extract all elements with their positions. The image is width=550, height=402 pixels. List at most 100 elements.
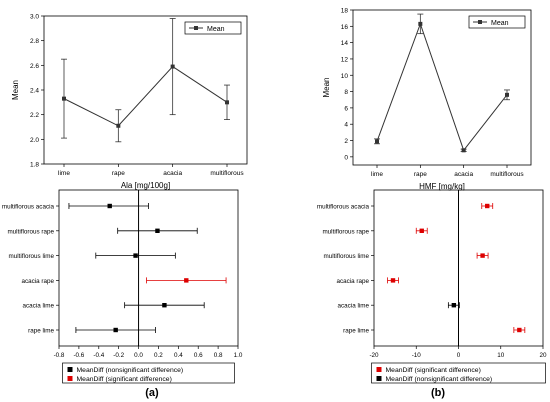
series-line xyxy=(63,65,228,127)
x-tick-label: -0.8 xyxy=(54,352,65,359)
y-tick-label: multiflorous rape xyxy=(7,228,54,235)
x-tick-label: multiflorous xyxy=(210,170,244,177)
data-point xyxy=(170,64,175,69)
x-tick-label: multiflorous xyxy=(490,171,524,178)
y-tick-label: 4 xyxy=(344,122,348,129)
y-tick-label: 8 xyxy=(344,89,348,96)
x-tick-label: -0.2 xyxy=(113,352,124,359)
y-tick-label: 2.2 xyxy=(30,112,39,119)
mean-diff-point xyxy=(107,203,112,209)
plot-frame xyxy=(58,189,239,347)
legend-label: MeanDiff (nonsignificant difference) xyxy=(77,367,184,374)
y-tick-label: 2.4 xyxy=(30,88,39,95)
x-tick-label: 20 xyxy=(539,352,547,359)
x-tick-label: 0.6 xyxy=(194,352,203,359)
x-tick-label: -0.6 xyxy=(73,352,84,359)
legend-label: MeanDiff (nonsignificant difference) xyxy=(386,376,493,383)
x-axis-label: Ala [mg/100g] xyxy=(121,181,170,190)
x-tick-label: -0.4 xyxy=(93,352,104,359)
y-tick-label: acacia rape xyxy=(21,278,54,285)
y-tick-label: 10 xyxy=(341,73,349,80)
plot-frame xyxy=(43,15,248,165)
x-tick-label: rape xyxy=(414,171,427,178)
mean-diff-point xyxy=(133,253,138,258)
legend-box xyxy=(62,362,235,384)
mean-diff-point xyxy=(517,327,522,333)
y-tick-label: rape lime xyxy=(343,328,369,335)
x-tick-label: 0.8 xyxy=(214,352,223,359)
panel-label-b: (b) xyxy=(431,387,445,399)
legend-label: Mean xyxy=(207,26,225,33)
y-tick-label: 2 xyxy=(344,138,348,145)
y-tick-label: rape lime xyxy=(28,328,54,335)
legend-label: MeanDiff (significant difference) xyxy=(77,376,172,383)
legend-swatch xyxy=(67,367,73,372)
legend-swatch-marker xyxy=(478,20,482,24)
mean-diff-point xyxy=(451,303,457,308)
x-tick-label: 0.0 xyxy=(134,352,143,359)
chart-ala-meandiff: -0.8 -0.6 -0.4 -0.2 0.0 0.2 0.4 0.6 0.8 1.0 multif… xyxy=(2,189,243,384)
data-point xyxy=(375,139,379,144)
y-tick-label: multiflorous acacia xyxy=(2,204,55,211)
legend-label: MeanDiff (significant difference) xyxy=(386,367,481,374)
x-tick-label: lime xyxy=(58,170,70,177)
series-line xyxy=(376,22,508,152)
legend-label: Mean xyxy=(491,20,509,27)
y-tick-label: multiflorous lime xyxy=(324,253,370,260)
x-tick-label: acacia xyxy=(163,170,182,177)
legend-box xyxy=(371,362,546,384)
y-tick-label: 3.0 xyxy=(30,14,39,21)
plot-frame xyxy=(352,9,532,166)
legend-swatch xyxy=(376,367,382,372)
y-tick-label: 18 xyxy=(341,8,349,15)
x-tick-label: 0.4 xyxy=(174,352,183,359)
y-tick-label: acacia lime xyxy=(23,303,55,310)
x-tick-label: rape xyxy=(112,170,125,177)
y-axis-label: Mean xyxy=(11,80,20,100)
x-axis-label: HMF [mg/kg] xyxy=(419,182,465,191)
mean-diff-point xyxy=(480,253,485,258)
mean-diff-point xyxy=(113,327,118,333)
mean-diff-point xyxy=(184,278,189,283)
x-tick-label: -10 xyxy=(412,352,422,359)
mean-diff-point xyxy=(419,228,424,233)
x-tick-label: 0 xyxy=(457,352,461,359)
x-tick-label: 1.0 xyxy=(234,352,243,359)
legend-swatch-marker xyxy=(194,26,198,30)
y-tick-label: 0 xyxy=(344,154,348,161)
data-point xyxy=(225,100,229,105)
y-tick-label: 2.0 xyxy=(30,137,39,144)
y-tick-label: 14 xyxy=(341,40,349,47)
chart-hmf-meandiff: -20 -10 0 10 20 multiflorous acacia multifloro… xyxy=(317,189,547,384)
data-point xyxy=(62,96,66,101)
x-tick-label: 10 xyxy=(497,352,505,359)
y-tick-label: 1.8 xyxy=(30,162,39,169)
y-tick-label: multiflorous acacia xyxy=(317,204,370,211)
mean-diff-point xyxy=(155,228,160,233)
x-tick-label: 0.2 xyxy=(154,352,163,359)
panel-label-a: (a) xyxy=(145,387,159,399)
chart-hmf-mean: 0 2 4 6 8 10 12 14 16 18 lime rape acacia multiflorou… xyxy=(322,8,532,191)
y-tick-label: multiflorous lime xyxy=(9,253,55,260)
y-tick-label: 2.6 xyxy=(30,63,39,70)
y-tick-label: acacia rape xyxy=(336,278,369,285)
x-tick-label: lime xyxy=(371,171,383,178)
x-tick-label: acacia xyxy=(454,171,473,178)
y-tick-label: multiflorous rape xyxy=(322,228,369,235)
legend-swatch xyxy=(67,376,73,381)
y-tick-label: 12 xyxy=(341,56,349,63)
y-tick-label: 16 xyxy=(341,24,349,31)
mean-diff-point xyxy=(162,303,167,308)
legend-box xyxy=(184,21,242,35)
data-point xyxy=(505,92,509,97)
chart-ala-mean: 1.8 2.0 2.2 2.4 2.6 2.8 3.0 lime rape acacia multi… xyxy=(11,14,248,190)
mean-diff-point xyxy=(390,278,396,283)
legend-box xyxy=(468,15,526,29)
y-tick-label: acacia lime xyxy=(338,303,370,310)
y-axis-label: Mean xyxy=(322,77,331,97)
data-point xyxy=(116,123,121,128)
data-point xyxy=(461,148,466,153)
data-point xyxy=(418,21,423,26)
x-tick-label: -20 xyxy=(369,352,379,359)
